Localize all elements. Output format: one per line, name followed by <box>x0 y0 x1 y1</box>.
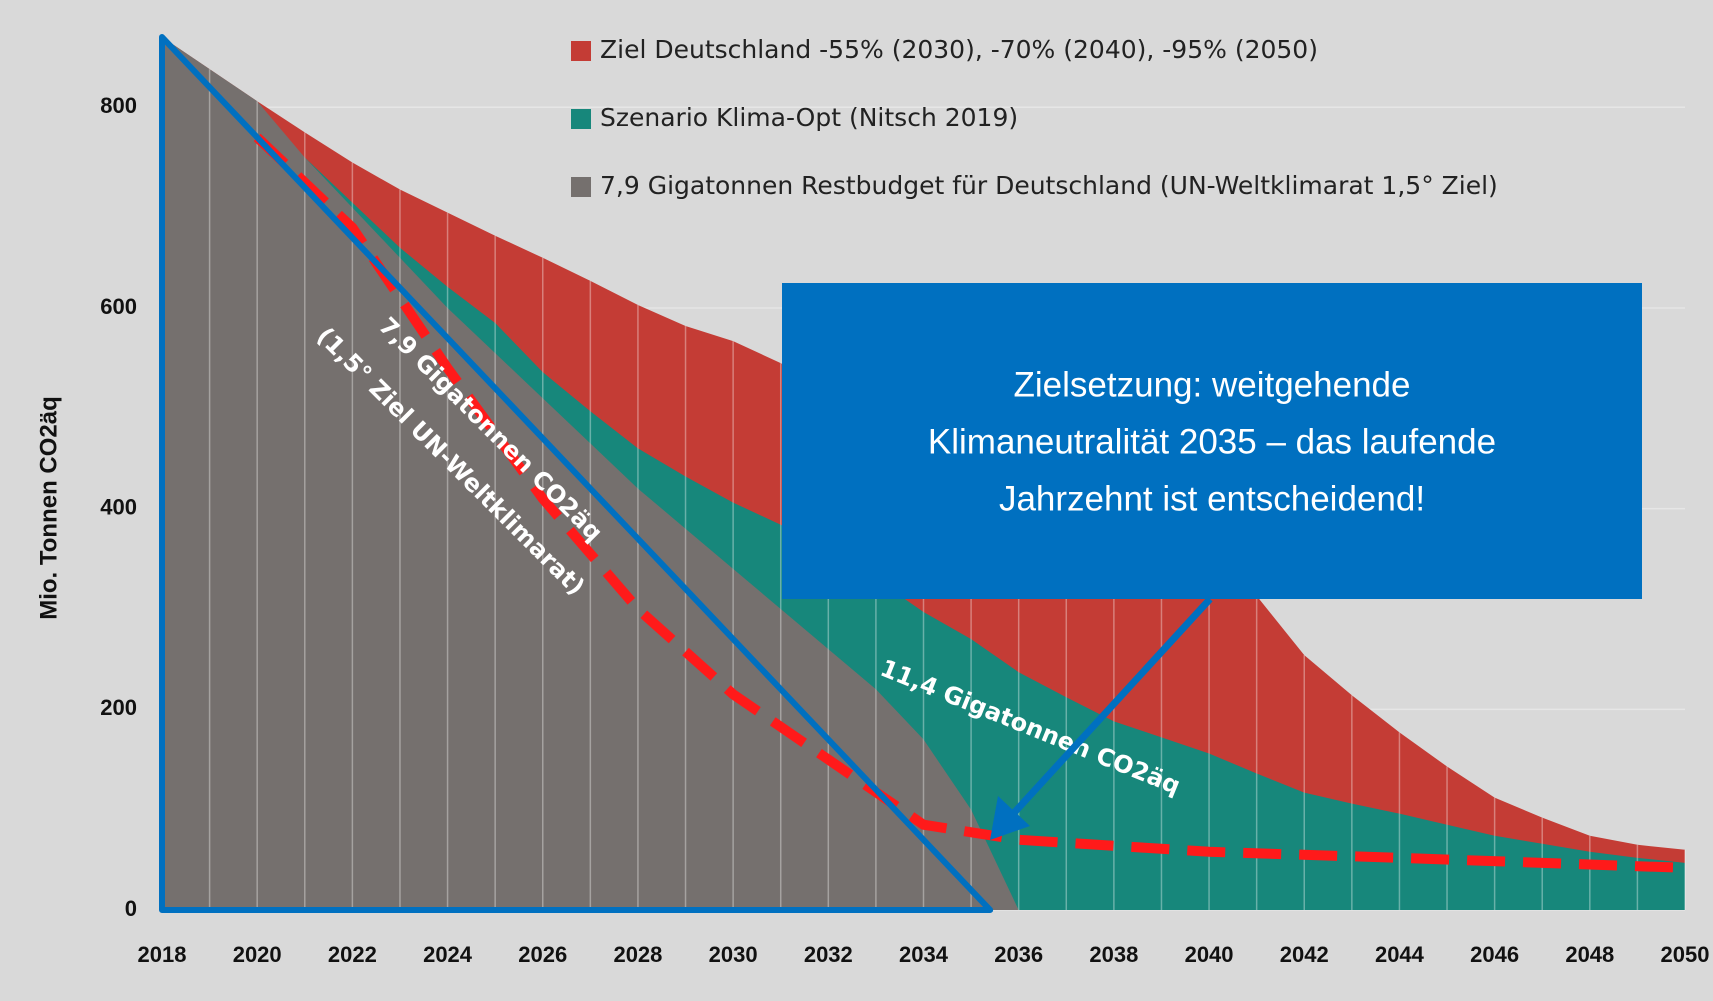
callout-box <box>782 283 1642 599</box>
x-tick-label: 2046 <box>1470 942 1519 967</box>
dashed-line <box>253 133 1686 873</box>
area <box>162 37 1019 910</box>
x-tick-label: 2020 <box>233 942 282 967</box>
legend-label: 7,9 Gigatonnen Restbudget für Deutschlan… <box>600 171 1498 200</box>
legend-swatch <box>571 41 591 61</box>
budget-triangle <box>159 34 994 913</box>
legend-swatch <box>571 177 591 197</box>
legend-label: Ziel Deutschland -55% (2030), -70% (2040… <box>600 35 1318 64</box>
y-tick-label: 400 <box>100 494 137 519</box>
x-tick-label: 2034 <box>899 942 949 967</box>
y-tick-label: 800 <box>100 93 137 118</box>
x-tick-label: 2036 <box>994 942 1043 967</box>
y-tick-label: 200 <box>100 695 137 720</box>
callout-text: Jahrzehnt ist entscheidend! <box>999 479 1425 518</box>
x-tick-label: 2030 <box>709 942 758 967</box>
x-tick-label: 2050 <box>1661 942 1710 967</box>
callout-text: Klimaneutralität 2035 – das laufende <box>928 422 1496 461</box>
x-tick-label: 2028 <box>613 942 662 967</box>
callout-arrowhead <box>990 796 1030 840</box>
x-tick-label: 2026 <box>518 942 567 967</box>
y-tick-label: 600 <box>100 294 137 319</box>
y-tick-label: 0 <box>125 896 137 921</box>
x-tick-label: 2032 <box>804 942 853 967</box>
x-tick-label: 2042 <box>1280 942 1329 967</box>
callout-arrow <box>1009 596 1213 818</box>
legend-label: Szenario Klima-Opt (Nitsch 2019) <box>600 103 1018 132</box>
y-axis-label: Mio. Tonnen CO2äq <box>35 396 62 620</box>
x-tick-label: 2022 <box>328 942 377 967</box>
x-tick-label: 2038 <box>1089 942 1138 967</box>
x-tick-label: 2018 <box>138 942 187 967</box>
x-tick-label: 2024 <box>423 942 473 967</box>
x-tick-label: 2048 <box>1565 942 1614 967</box>
x-tick-label: 2044 <box>1375 942 1425 967</box>
callout-text: Zielsetzung: weitgehende <box>1014 365 1411 404</box>
x-tick-label: 2040 <box>1185 942 1234 967</box>
legend-swatch <box>571 109 591 129</box>
